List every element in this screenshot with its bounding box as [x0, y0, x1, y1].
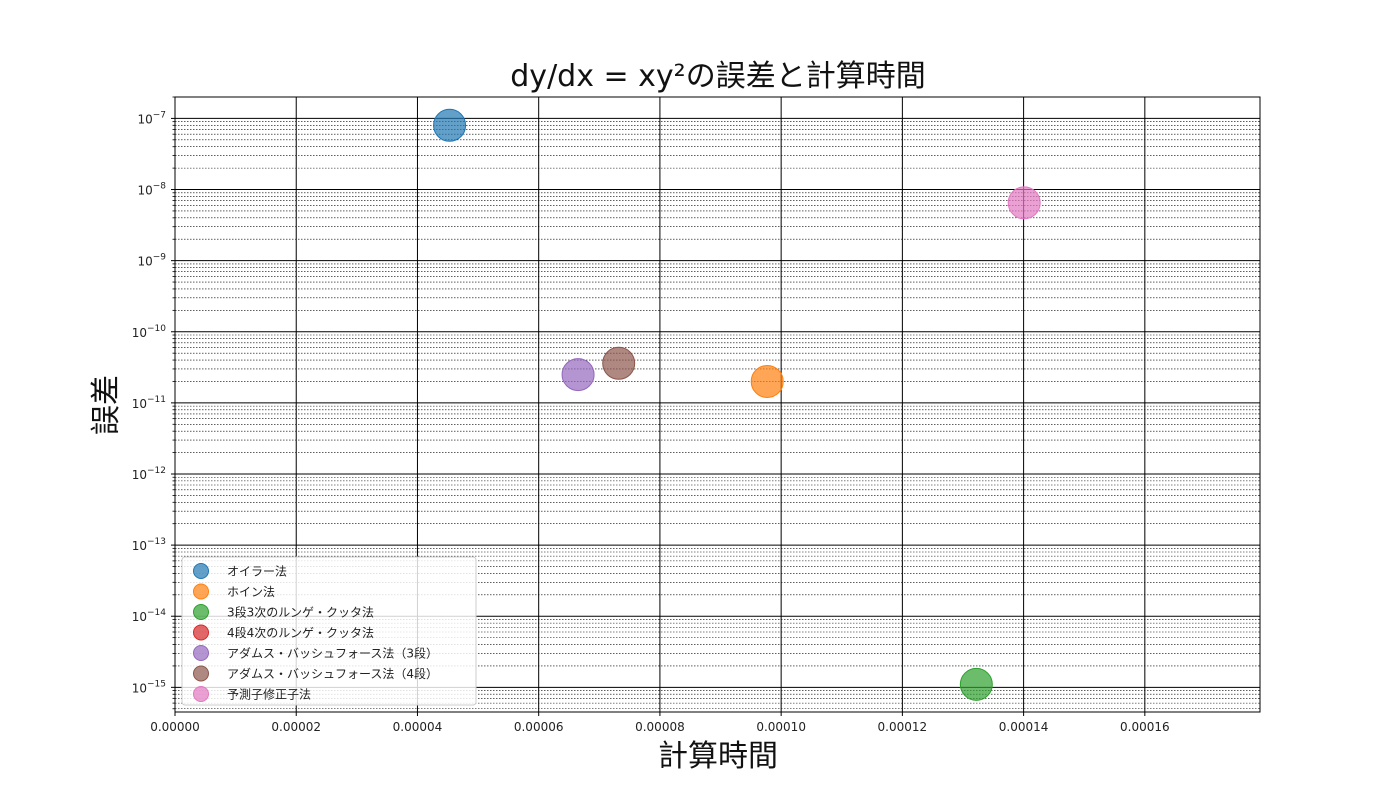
- legend-marker: [193, 665, 209, 682]
- data-point: [959, 667, 993, 701]
- legend-marker: [193, 686, 209, 702]
- x-tick-label: 0.00004: [393, 720, 443, 734]
- x-tick-label: 0.00006: [514, 720, 564, 734]
- data-point: [561, 358, 595, 392]
- x-tick-label: 0.00008: [635, 720, 685, 734]
- y-tick-label: 10−9: [137, 253, 166, 269]
- x-tick-label: 0.00014: [999, 720, 1049, 734]
- legend-label: アダムス・バッシュフォース法（3段）: [227, 646, 438, 661]
- legend-label: アダムス・バッシュフォース法（4段）: [227, 666, 438, 681]
- x-tick-label: 0.00002: [271, 720, 321, 734]
- legend-marker: [193, 563, 209, 579]
- data-point: [433, 108, 467, 142]
- data-point: [750, 364, 784, 398]
- y-tick-label: 10−8: [137, 182, 166, 198]
- plot-frame: [174, 96, 1261, 713]
- y-tick-label: 10−15: [132, 679, 166, 695]
- chart-title: dy/dx = xy²の誤差と計算時間: [510, 59, 925, 94]
- y-axis-title: 誤差: [89, 375, 124, 435]
- y-tick-label: 10−7: [137, 110, 166, 126]
- legend-marker: [193, 583, 209, 600]
- legend-marker: [193, 624, 209, 641]
- legend-marker: [193, 604, 209, 620]
- y-tick-label: 10−13: [132, 537, 166, 553]
- y-tick-label: 10−12: [132, 466, 166, 482]
- x-axis-title: 計算時間: [658, 739, 778, 774]
- data-points: [433, 108, 1041, 701]
- ticks: 10−7 10−8 10−9 10−10 10−11 10−12 10−13 10−14 10−…: [132, 96, 1170, 734]
- y-tick-label: 10−14: [132, 608, 167, 624]
- legend-label: ホイン法: [227, 585, 275, 599]
- legend-label: オイラー法: [227, 565, 287, 579]
- x-tick-label: 0.00016: [1120, 720, 1170, 734]
- legend-label: 予測子修正子法: [227, 687, 311, 702]
- x-tick-label: 0.00012: [878, 720, 928, 734]
- y-tick-label: 10−11: [132, 395, 166, 411]
- data-point: [602, 346, 636, 380]
- x-tick-label: 0.00000: [150, 720, 200, 734]
- legend-marker: [193, 645, 209, 661]
- data-point: [1007, 186, 1041, 220]
- legend-box: [181, 556, 477, 706]
- x-tick-label: 0.00010: [756, 720, 806, 734]
- y-tick-label: 10−10: [132, 324, 167, 340]
- legend-label: 4段4次のルンゲ・クッタ法: [227, 625, 374, 640]
- legend-label: 3段3次のルンゲ・クッタ法: [227, 605, 374, 620]
